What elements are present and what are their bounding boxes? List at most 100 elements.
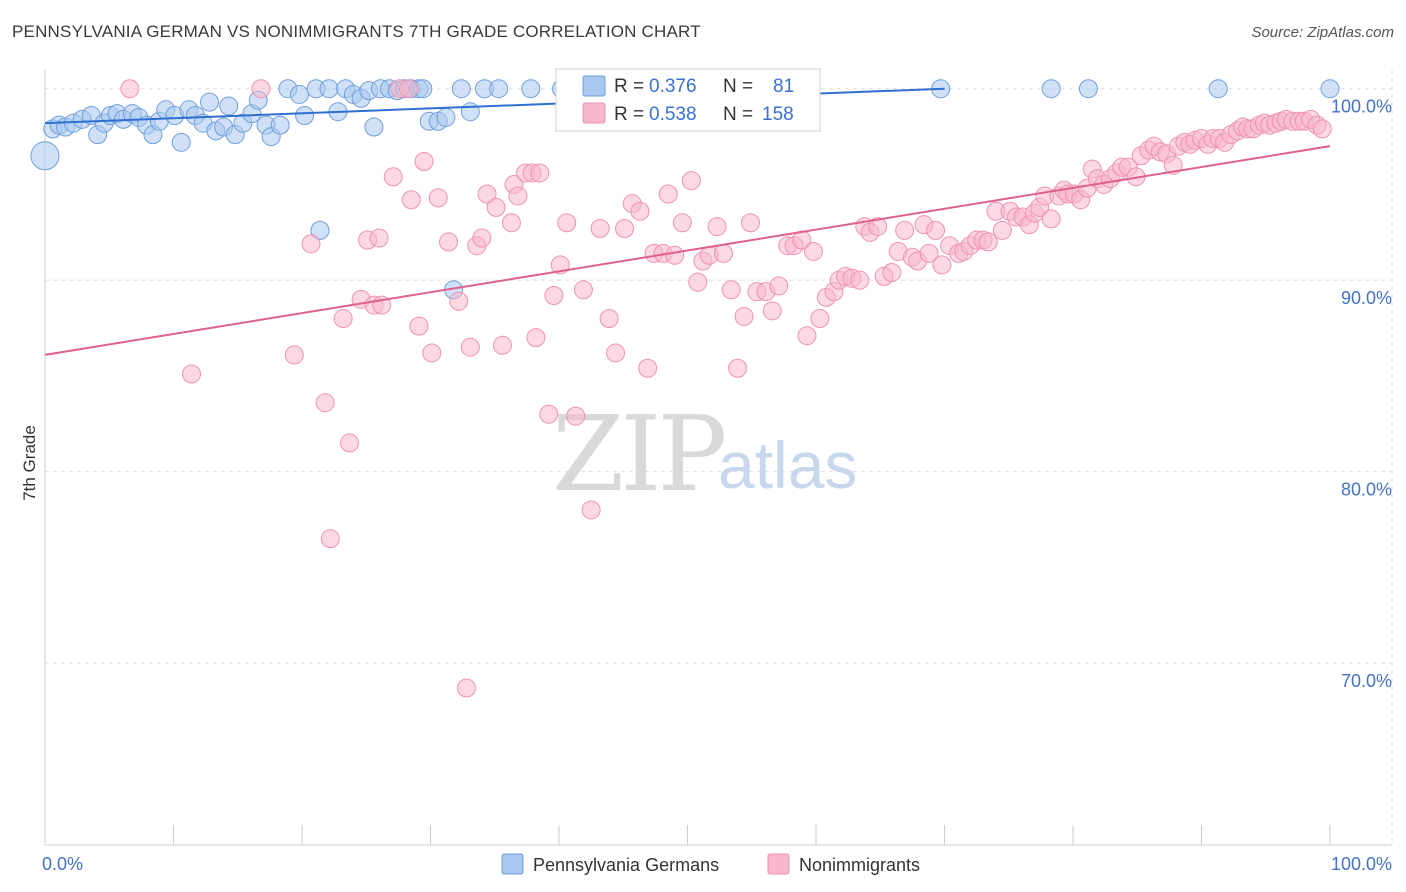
pennsylvania-germans-point-57 <box>451 79 471 99</box>
y-axis-label: 7th Grade <box>20 425 39 501</box>
trend-line-nonimmigrants <box>44 145 1331 356</box>
stats-legend: R = 0.376 N = 81 R = 0.538 N = 158 <box>555 68 821 132</box>
pennsylvania-germans-point-0 <box>30 141 60 171</box>
nonimmigrants-point-66 <box>740 213 760 233</box>
legend-swatch-pennsylvania-germans <box>501 853 524 875</box>
pennsylvania-germans-point-38 <box>310 220 330 240</box>
nonimmigrants-point-25 <box>460 337 480 357</box>
nonimmigrants-point-41 <box>557 213 577 233</box>
nonimmigrants-point-61 <box>707 217 727 237</box>
nonimmigrants-point-0 <box>120 79 140 99</box>
nonimmigrants-point-20 <box>422 343 442 363</box>
nonimmigrants-point-104 <box>992 220 1012 240</box>
nonimmigrants-point-94 <box>926 220 946 240</box>
nonimmigrants-point-95 <box>932 255 952 275</box>
y-tick-label-2: 90.0% <box>1341 288 1392 308</box>
nonimmigrants-point-7 <box>333 308 353 328</box>
nonimmigrants-point-55 <box>665 245 685 265</box>
nonimmigrants-point-3 <box>284 345 304 365</box>
nonimmigrants-point-36 <box>526 328 546 348</box>
stats-r-label-blue: R = <box>614 76 644 97</box>
legend-swatch-nonimmigrants <box>767 853 790 875</box>
stats-n-label-blue: N = <box>723 76 753 97</box>
watermark: ZIP atlas <box>552 393 857 515</box>
legend-label-nonimmigrants: Nonimmigrants <box>799 855 920 875</box>
pennsylvania-germans-point-72 <box>1078 79 1098 99</box>
nonimmigrants-point-54 <box>658 184 678 204</box>
nonimmigrants-point-37 <box>530 163 550 183</box>
pennsylvania-germans-point-58 <box>460 102 480 122</box>
nonimmigrants-point-93 <box>919 243 939 263</box>
nonimmigrants-point-47 <box>606 343 626 363</box>
pennsylvania-germans-point-74 <box>1320 79 1340 99</box>
nonimmigrants-point-50 <box>630 201 650 221</box>
y-tick-label-0: 70.0% <box>1341 671 1392 691</box>
nonimmigrants-point-5 <box>315 393 335 413</box>
nonimmigrants-point-8 <box>340 433 360 453</box>
axes <box>44 70 1392 846</box>
nonimmigrants-point-57 <box>681 171 701 191</box>
nonimmigrants-point-29 <box>486 197 506 217</box>
nonimmigrants-point-17 <box>401 190 421 210</box>
nonimmigrants-point-158 <box>1312 119 1332 139</box>
nonimmigrants-point-112 <box>1041 209 1061 229</box>
legend-label-pennsylvania-germans: Pennsylvania Germans <box>533 855 719 875</box>
nonimmigrants-point-14 <box>383 167 403 187</box>
nonimmigrants-point-38 <box>539 404 559 424</box>
nonimmigrants-point-22 <box>438 232 458 252</box>
watermark-atlas: atlas <box>718 428 857 502</box>
nonimmigrants-point-46 <box>599 308 619 328</box>
nonimmigrants-point-2 <box>251 79 271 99</box>
series-nonimmigrants <box>120 79 1332 698</box>
nonimmigrants-point-82 <box>850 270 870 290</box>
stats-r-value-pink: 0.538 <box>649 104 697 125</box>
bottom-legend: Pennsylvania Germans Nonimmigrants <box>501 853 920 875</box>
source-credit: Source: ZipAtlas.com <box>1251 24 1394 41</box>
pennsylvania-germans-point-60 <box>489 79 509 99</box>
nonimmigrants-point-45 <box>590 218 610 238</box>
nonimmigrants-point-51 <box>638 358 658 378</box>
pennsylvania-germans-point-35 <box>289 84 309 104</box>
nonimmigrants-point-43 <box>573 280 593 300</box>
nonimmigrants-point-16 <box>399 79 419 99</box>
pennsylvania-germans-point-73 <box>1208 79 1228 99</box>
nonimmigrants-point-63 <box>721 280 741 300</box>
stats-legend-swatch-blue <box>582 75 606 97</box>
nonimmigrants-point-23 <box>449 291 469 311</box>
nonimmigrants-point-40 <box>550 255 570 275</box>
pennsylvania-germans-point-61 <box>521 79 541 99</box>
y-tick-label-3: 100.0% <box>1331 97 1392 117</box>
nonimmigrants-point-76 <box>810 308 830 328</box>
nonimmigrants-point-62 <box>713 243 733 263</box>
chart-title: PENNSYLVANIA GERMAN VS NONIMMIGRANTS 7TH… <box>12 22 701 41</box>
nonimmigrants-point-18 <box>409 316 429 336</box>
pennsylvania-germans-point-36 <box>295 106 315 126</box>
nonimmigrants-point-12 <box>369 228 389 248</box>
nonimmigrants-point-56 <box>672 213 692 233</box>
pennsylvania-germans-point-26 <box>219 96 239 116</box>
nonimmigrants-point-75 <box>803 241 823 261</box>
nonimmigrants-point-69 <box>762 301 782 321</box>
stats-n-label-pink: N = <box>723 104 753 125</box>
x-tick-labels: 0.0% 100.0% <box>42 854 1392 874</box>
nonimmigrants-point-28 <box>477 184 497 204</box>
nonimmigrants-point-48 <box>615 218 635 238</box>
pennsylvania-germans-point-23 <box>199 92 219 112</box>
nonimmigrants-point-87 <box>882 263 902 283</box>
pennsylvania-germans-point-55 <box>436 107 456 127</box>
nonimmigrants-point-27 <box>472 228 492 248</box>
pennsylvania-germans-point-19 <box>171 132 191 152</box>
stats-legend-swatch-pink <box>582 102 606 124</box>
nonimmigrants-point-19 <box>414 151 434 171</box>
nonimmigrants-point-39 <box>544 286 564 305</box>
stats-r-value-blue: 0.376 <box>649 76 697 97</box>
nonimmigrants-point-132 <box>1163 155 1183 175</box>
y-tick-label-1: 80.0% <box>1341 480 1392 500</box>
nonimmigrants-point-89 <box>895 220 915 240</box>
nonimmigrants-point-6 <box>320 529 340 549</box>
nonimmigrants-point-24 <box>456 678 476 698</box>
nonimmigrants-point-33 <box>508 186 528 206</box>
nonimmigrants-point-74 <box>797 326 817 346</box>
pennsylvania-germans-point-45 <box>364 117 384 137</box>
